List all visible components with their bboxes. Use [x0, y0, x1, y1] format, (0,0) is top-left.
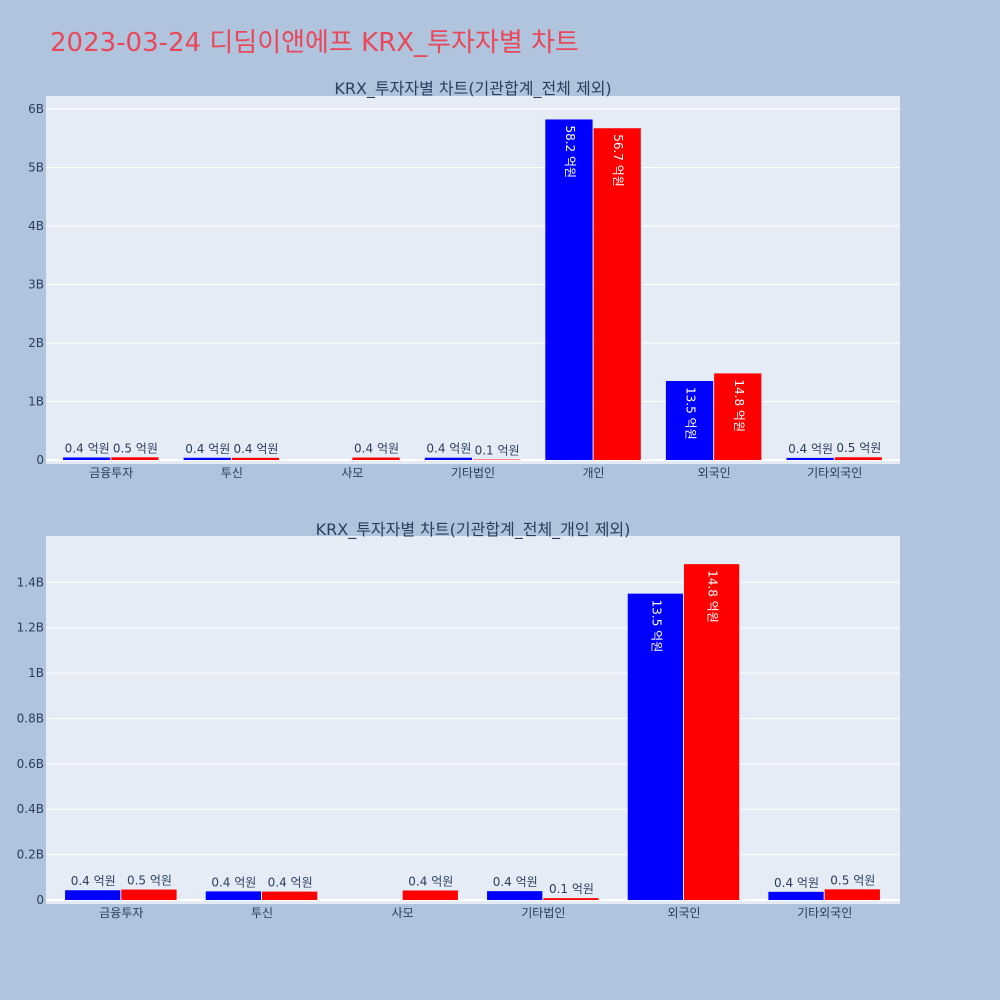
data-label: 0.4 억원 [493, 875, 538, 889]
data-label: 0.4 억원 [788, 442, 833, 456]
data-label: 13.5 억원 [649, 600, 663, 653]
y-tick-label: 0.8B [17, 711, 44, 725]
data-label: 0.4 억원 [774, 876, 819, 890]
chart-2: 0 0.2B 0.4B 0.6B 0.8B 1B 1.2B 1.4B KRX_투자자별 차트(기… [17, 520, 900, 920]
x-tick-label: 투신 [221, 466, 243, 480]
bar[interactable] [487, 891, 543, 900]
bar[interactable] [593, 128, 641, 460]
bar[interactable] [545, 119, 593, 460]
y-tick-label: 1.4B [17, 575, 44, 589]
bar[interactable] [65, 890, 121, 900]
x-tick-label: 투신 [251, 906, 273, 920]
bar[interactable] [424, 457, 472, 460]
data-label: 0.5 억원 [836, 441, 881, 455]
data-label: 0.4 억원 [268, 876, 313, 890]
data-label: 0.4 억원 [185, 442, 230, 456]
bar[interactable] [183, 457, 231, 460]
bar[interactable] [684, 564, 740, 900]
bar[interactable] [627, 593, 683, 900]
y-tick-label: 0.4B [17, 802, 44, 816]
y-tick-label: 1B [28, 666, 44, 680]
x-tick-label: 외국인 [667, 906, 700, 920]
bar[interactable] [834, 457, 882, 460]
data-label: 0.5 억원 [830, 873, 875, 887]
data-label: 14.8 억원 [706, 570, 720, 623]
y-tick-label: 0 [36, 453, 44, 467]
bar[interactable] [262, 891, 318, 900]
data-label: 58.2 억원 [563, 125, 577, 178]
chart-1: 0 1B 2B 3B 4B 5B 6B KRX_투자자별 차트(기관합계_전체 제외) 금융투자… [28, 79, 900, 480]
x-tick-label: 개인 [583, 466, 605, 480]
data-label: 0.1 억원 [549, 882, 594, 896]
y-tick-label: 4B [28, 219, 44, 233]
data-label: 0.4 억원 [211, 875, 256, 889]
y-tick-label: 5B [28, 160, 44, 174]
y-tick-label: 0.2B [17, 848, 44, 862]
x-tick-label: 사모 [392, 906, 414, 920]
data-label: 0.4 억원 [354, 442, 399, 456]
y-tick-label: 1.2B [17, 621, 44, 635]
x-tick-label: 기타법인 [451, 466, 495, 480]
y-tick-label: 1B [28, 394, 44, 408]
x-tick-label: 사모 [341, 466, 363, 480]
data-label: 0.4 억원 [408, 874, 453, 888]
x-tick-label: 기타외국인 [807, 466, 862, 480]
x-tick-label: 금융투자 [89, 466, 133, 480]
y-tick-label: 6B [28, 102, 44, 116]
bar[interactable] [714, 373, 762, 460]
data-label: 0.4 억원 [233, 442, 278, 456]
data-label: 13.5 억원 [684, 387, 698, 440]
bar[interactable] [231, 457, 280, 460]
data-label: 0.4 억원 [71, 874, 116, 888]
data-label: 0.4 억원 [65, 441, 110, 455]
chart-title: KRX_투자자별 차트(기관합계_전체_개인 제외) [316, 520, 631, 540]
x-tick-label: 기타법인 [521, 906, 565, 920]
data-label: 0.1 억원 [475, 444, 520, 458]
page-title: 2023-03-24 디딤이앤에프 KRX_투자자별 차트 [50, 28, 579, 58]
x-tick-label: 금융투자 [99, 906, 143, 920]
y-tick-label: 3B [28, 277, 44, 291]
x-tick-label: 외국인 [698, 466, 731, 480]
data-label: 56.7 억원 [611, 134, 625, 187]
y-tick-label: 0.6B [17, 757, 44, 771]
bar[interactable] [768, 891, 824, 900]
bar[interactable] [111, 457, 159, 460]
bar[interactable] [402, 890, 458, 900]
bar[interactable] [824, 889, 880, 900]
plot-area [46, 96, 900, 464]
bar[interactable] [665, 381, 714, 460]
bar[interactable] [786, 457, 834, 460]
bar[interactable] [121, 889, 177, 900]
data-label: 0.5 억원 [127, 874, 172, 888]
chart-title: KRX_투자자별 차트(기관합계_전체 제외) [334, 79, 611, 99]
bar[interactable] [205, 891, 261, 900]
y-tick-label: 0 [36, 893, 44, 907]
x-tick-label: 기타외국인 [797, 906, 852, 920]
data-label: 14.8 억원 [732, 379, 746, 432]
y-tick-label: 2B [28, 336, 44, 350]
bar[interactable] [352, 457, 400, 460]
bar[interactable] [543, 898, 599, 900]
plot-area [46, 536, 900, 904]
data-label: 0.4 억원 [426, 442, 471, 456]
data-label: 0.5 억원 [113, 441, 158, 455]
bar[interactable] [63, 457, 111, 460]
